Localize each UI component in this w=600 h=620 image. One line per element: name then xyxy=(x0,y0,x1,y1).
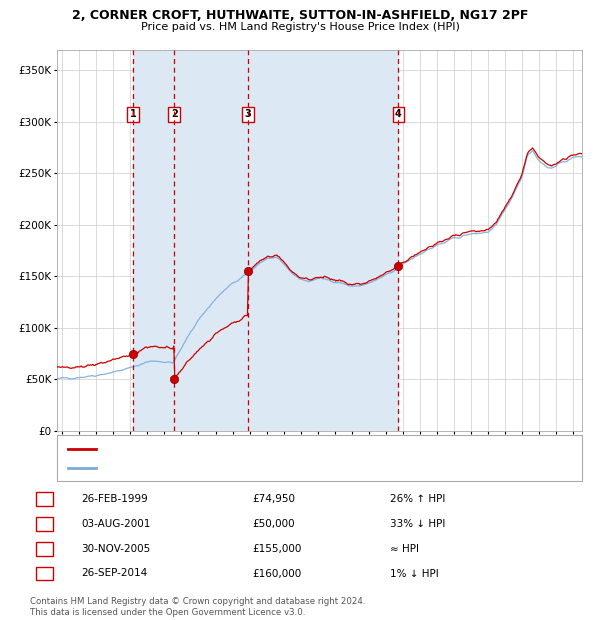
Text: 03-AUG-2001: 03-AUG-2001 xyxy=(81,519,151,529)
Bar xyxy=(248,50,398,431)
Text: 30-NOV-2005: 30-NOV-2005 xyxy=(81,544,150,554)
Text: Price paid vs. HM Land Registry's House Price Index (HPI): Price paid vs. HM Land Registry's House … xyxy=(140,22,460,32)
Text: HPI: Average price, detached house, Ashfield: HPI: Average price, detached house, Ashf… xyxy=(101,463,315,472)
Text: 26-SEP-2014: 26-SEP-2014 xyxy=(81,569,147,578)
Bar xyxy=(133,50,174,431)
Text: 1% ↓ HPI: 1% ↓ HPI xyxy=(390,569,439,578)
Text: £74,950: £74,950 xyxy=(252,494,295,504)
Text: £50,000: £50,000 xyxy=(252,519,295,529)
Text: 2, CORNER CROFT, HUTHWAITE, SUTTON-IN-ASHFIELD, NG17 2PF (detached house): 2, CORNER CROFT, HUTHWAITE, SUTTON-IN-AS… xyxy=(101,445,496,453)
Text: 33% ↓ HPI: 33% ↓ HPI xyxy=(390,519,445,529)
Text: ≈ HPI: ≈ HPI xyxy=(390,544,419,554)
Text: 1: 1 xyxy=(130,109,136,120)
Text: 3: 3 xyxy=(245,109,251,120)
Text: 2, CORNER CROFT, HUTHWAITE, SUTTON-IN-ASHFIELD, NG17 2PF: 2, CORNER CROFT, HUTHWAITE, SUTTON-IN-AS… xyxy=(72,9,528,22)
Text: £155,000: £155,000 xyxy=(252,544,301,554)
Text: 2: 2 xyxy=(171,109,178,120)
Text: 26-FEB-1999: 26-FEB-1999 xyxy=(81,494,148,504)
Text: 4: 4 xyxy=(395,109,402,120)
Text: 4: 4 xyxy=(40,569,47,578)
Text: 3: 3 xyxy=(40,544,47,554)
Text: 2: 2 xyxy=(40,519,47,529)
Text: Contains HM Land Registry data © Crown copyright and database right 2024.
This d: Contains HM Land Registry data © Crown c… xyxy=(30,598,365,617)
Bar xyxy=(174,50,248,431)
Text: 1: 1 xyxy=(40,494,47,504)
Text: £160,000: £160,000 xyxy=(252,569,301,578)
Text: 26% ↑ HPI: 26% ↑ HPI xyxy=(390,494,445,504)
